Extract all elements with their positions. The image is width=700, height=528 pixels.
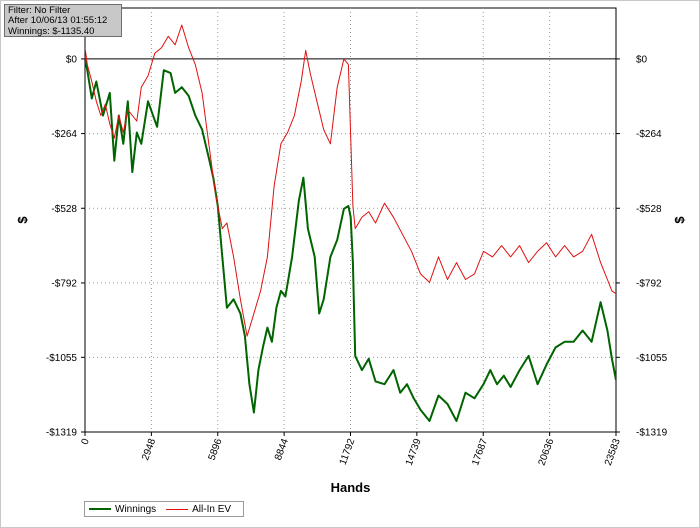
x-tick-label: 11792 (338, 437, 358, 467)
y-tick-label-left: -$528 (51, 204, 77, 215)
y-tick-label-left: -$792 (51, 278, 77, 289)
y-axis-title-right: $ (672, 216, 687, 224)
y-axis-title-left: $ (15, 216, 30, 224)
x-tick-label: 0 (80, 437, 92, 446)
y-tick-label-left: -$1319 (46, 428, 78, 439)
legend-label-allin-ev: All-In EV (192, 503, 232, 515)
y-tick-label-right: -$792 (636, 278, 662, 289)
filter-info-box: Filter: No Filter After 10/06/13 01:55:1… (4, 4, 122, 37)
legend-item-winnings: Winnings (89, 504, 156, 515)
x-axis-title: Hands (331, 480, 371, 495)
x-tick-label: 2948 (140, 437, 158, 462)
y-tick-label-left: -$1055 (46, 353, 78, 364)
x-tick-label: 23583 (603, 437, 623, 467)
x-tick-label: 8844 (273, 437, 291, 462)
legend: Winnings All-In EV (84, 501, 244, 517)
y-tick-label-right: -$528 (636, 204, 662, 215)
y-tick-label-left: -$264 (51, 129, 77, 140)
legend-swatch-allin-ev (166, 508, 189, 510)
filter-label: Filter: No Filter (8, 5, 71, 16)
y-tick-label-right: -$264 (636, 129, 662, 140)
x-tick-label: 20636 (537, 437, 557, 467)
x-tick-label: 14739 (404, 437, 424, 467)
x-tick-label: 5896 (207, 437, 225, 462)
y-tick-label-right: -$1055 (636, 353, 668, 364)
winnings-label: Winnings: $-1135.40 (8, 25, 95, 37)
date-filter-label: After 10/06/13 01:55:12 (8, 15, 108, 27)
y-tick-label-left: $0 (66, 54, 78, 65)
winnings-line (85, 58, 616, 422)
legend-label-winnings: Winnings (115, 503, 157, 515)
x-tick-label: 17687 (470, 437, 490, 467)
allin-ev-line (85, 24, 616, 337)
y-tick-label-right: $0 (636, 54, 648, 65)
y-tick-label-right: -$1319 (636, 428, 668, 439)
legend-swatch-winnings (89, 508, 111, 510)
legend-item-allin-ev: All-In EV (166, 504, 231, 515)
